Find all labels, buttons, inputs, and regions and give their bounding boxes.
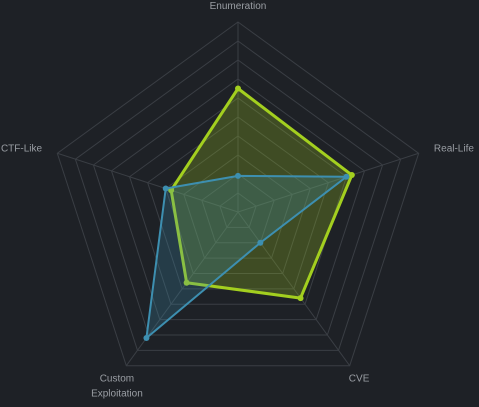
data-point — [348, 172, 355, 179]
grid-ring — [110, 78, 366, 321]
series-area — [145, 174, 348, 340]
data-point — [343, 173, 350, 180]
grid-ring — [92, 59, 384, 336]
axis-label: Enumeration — [210, 1, 267, 12]
axis-label: CVE — [349, 373, 370, 384]
data-point — [235, 85, 241, 92]
data-point — [235, 172, 241, 179]
axis-label-line: Real-Life — [434, 143, 474, 154]
axis-line — [57, 152, 239, 213]
data-point — [143, 335, 150, 342]
data-point — [162, 185, 169, 192]
axis-label: Real-Life — [434, 143, 474, 154]
grid-ring — [128, 97, 348, 305]
grid-ring — [201, 173, 275, 244]
axis-label-line: Custom — [100, 373, 134, 384]
axis-line — [237, 152, 419, 213]
grid-ring — [56, 21, 420, 367]
axis-label-line: Enumeration — [210, 1, 267, 12]
axis-label: Custom Exploitation — [91, 373, 143, 399]
data-point — [183, 279, 190, 286]
grid-ring — [183, 154, 293, 259]
axis-line — [237, 211, 351, 367]
axis-label-line: Exploitation — [91, 388, 143, 399]
axis-label: CTF-Like — [1, 143, 43, 154]
axis-label-line: CVE — [349, 373, 370, 384]
grid-ring — [74, 40, 402, 351]
series-area — [169, 87, 354, 300]
data-point — [297, 295, 304, 302]
grid-ring — [219, 192, 257, 228]
axis-label-line: CTF-Like — [1, 143, 43, 154]
data-point — [257, 239, 264, 246]
